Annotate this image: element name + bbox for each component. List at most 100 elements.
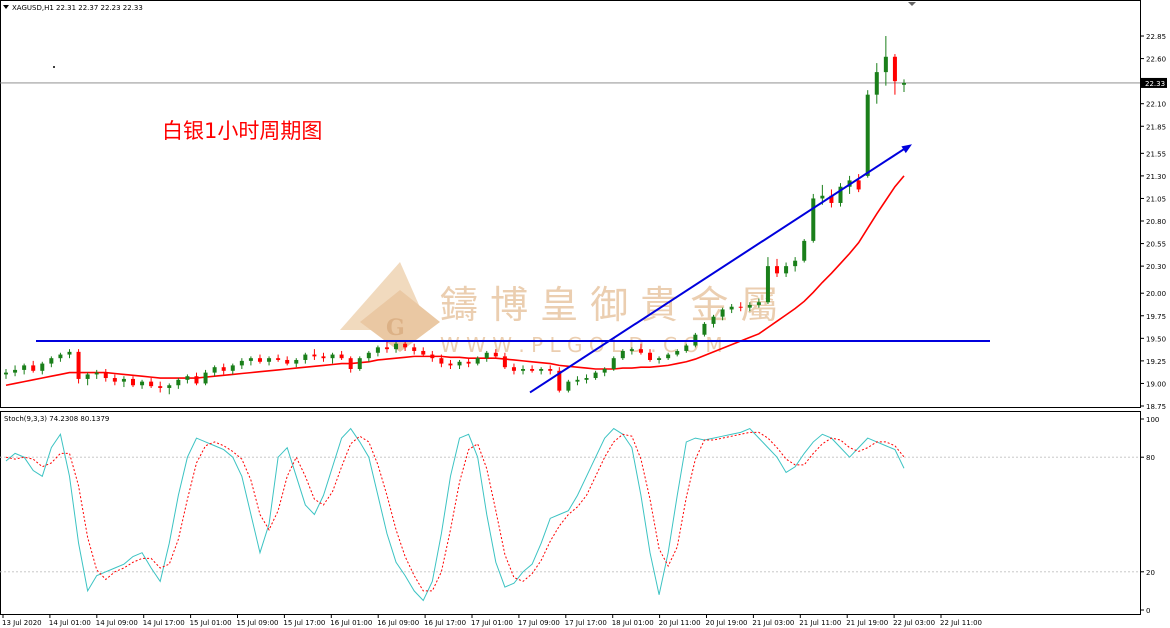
- candle: [384, 341, 389, 353]
- candle: [448, 359, 453, 370]
- candle: [675, 349, 680, 357]
- candle: [439, 354, 444, 368]
- stoch-main-line: [5, 427, 905, 602]
- time-tick-label: 16 Jul 17:00: [424, 619, 466, 627]
- symbol-info: XAGUSD,H1 22.31 22.37 22.23 22.33: [12, 4, 143, 12]
- candle: [130, 376, 135, 388]
- time-tick-label: 21 Jul 03:00: [752, 619, 794, 627]
- candle-body: [820, 195, 825, 199]
- candle-body: [838, 186, 843, 203]
- candle-body: [892, 56, 897, 82]
- trend-arrow[interactable]: [529, 144, 912, 394]
- candle: [702, 322, 707, 337]
- candle: [548, 365, 553, 375]
- candle: [657, 356, 662, 364]
- candle-body: [267, 358, 272, 362]
- candle: [892, 54, 897, 95]
- candle-body: [865, 94, 870, 176]
- candle-body: [149, 381, 154, 387]
- candle: [530, 365, 535, 373]
- price-tick-label: 21.85: [1146, 123, 1166, 131]
- candle-body: [775, 266, 780, 274]
- candle-body: [747, 304, 752, 308]
- price-tick-label: 19.25: [1146, 358, 1166, 366]
- candle-body: [502, 356, 507, 368]
- candle-body: [638, 349, 643, 353]
- candle: [756, 298, 761, 308]
- time-tick-label: 17 Jul 01:00: [471, 619, 513, 627]
- candle: [285, 356, 290, 366]
- candle-body: [584, 378, 589, 380]
- time-tick-label: 14 Jul 17:00: [143, 619, 185, 627]
- candle: [158, 381, 163, 393]
- price-tick-label: 22.85: [1146, 33, 1166, 41]
- candle-body: [629, 349, 634, 351]
- candle-body: [312, 354, 317, 357]
- price-tick-label: 22.60: [1146, 56, 1166, 64]
- candle-body: [602, 369, 607, 373]
- candle-body: [575, 379, 580, 382]
- candle-body: [330, 354, 335, 359]
- candle-body: [412, 347, 417, 351]
- shift-marker-icon[interactable]: [908, 2, 916, 6]
- svg-text:G: G: [386, 315, 405, 341]
- candle: [303, 352, 308, 364]
- candle-body: [67, 351, 72, 355]
- arrowhead-icon: [901, 144, 912, 154]
- candle: [421, 347, 426, 357]
- candle-body: [339, 354, 344, 359]
- candle-body: [439, 358, 444, 364]
- candle-body: [729, 306, 734, 310]
- candle: [602, 367, 607, 377]
- candle: [902, 79, 906, 92]
- candle-body: [375, 347, 380, 353]
- price-tick-label: 20.00: [1146, 290, 1166, 298]
- stoch-tick-label: 80: [1146, 454, 1155, 462]
- candle: [348, 356, 353, 373]
- candle: [366, 350, 371, 362]
- price-axis: 22.85 22.60 22.33 22.10 21.85 21.55 21.30 21.05…: [1140, 33, 1167, 411]
- candle-body: [384, 347, 389, 350]
- candle: [212, 365, 217, 377]
- candle: [31, 360, 36, 373]
- candle: [711, 314, 716, 328]
- candle: [484, 350, 489, 362]
- stoch-tick-label: 20: [1146, 569, 1155, 577]
- candle-body: [702, 323, 707, 335]
- candle-body: [257, 358, 262, 362]
- candle-body: [230, 365, 235, 371]
- stoch-tick-label: 100: [1146, 416, 1159, 424]
- candle: [312, 349, 317, 360]
- candle-body: [49, 358, 54, 364]
- price-tick-label: 19.75: [1146, 313, 1166, 321]
- candle: [784, 262, 789, 277]
- candle: [729, 304, 734, 314]
- time-tick-label: 17 Jul 09:00: [518, 619, 560, 627]
- candle: [94, 369, 99, 379]
- candle-body: [802, 240, 807, 261]
- candle: [611, 356, 616, 371]
- collapse-triangle-icon[interactable]: [3, 5, 9, 9]
- time-tick-label: 15 Jul 01:00: [190, 619, 232, 627]
- price-tick-label: 22.10: [1146, 101, 1166, 109]
- candle: [475, 356, 480, 366]
- candle: [539, 367, 544, 375]
- candle: [267, 356, 272, 366]
- time-tick-label: 15 Jul 09:00: [237, 619, 279, 627]
- candle: [230, 363, 235, 375]
- candle-body: [648, 352, 653, 360]
- price-tick-label: 21.30: [1146, 173, 1166, 181]
- candle-body: [720, 309, 725, 317]
- candle: [103, 369, 108, 382]
- time-tick-label: 21 Jul 11:00: [799, 619, 841, 627]
- candle: [575, 376, 580, 386]
- candle-body: [248, 358, 253, 361]
- candle: [720, 307, 725, 321]
- candle-body: [793, 260, 798, 267]
- chart-annotation: 白银1小时周期图: [162, 119, 322, 143]
- time-tick-label: 22 Jul 03:00: [893, 619, 935, 627]
- candle: [521, 365, 526, 375]
- candle: [865, 90, 870, 178]
- candle-body: [394, 343, 399, 350]
